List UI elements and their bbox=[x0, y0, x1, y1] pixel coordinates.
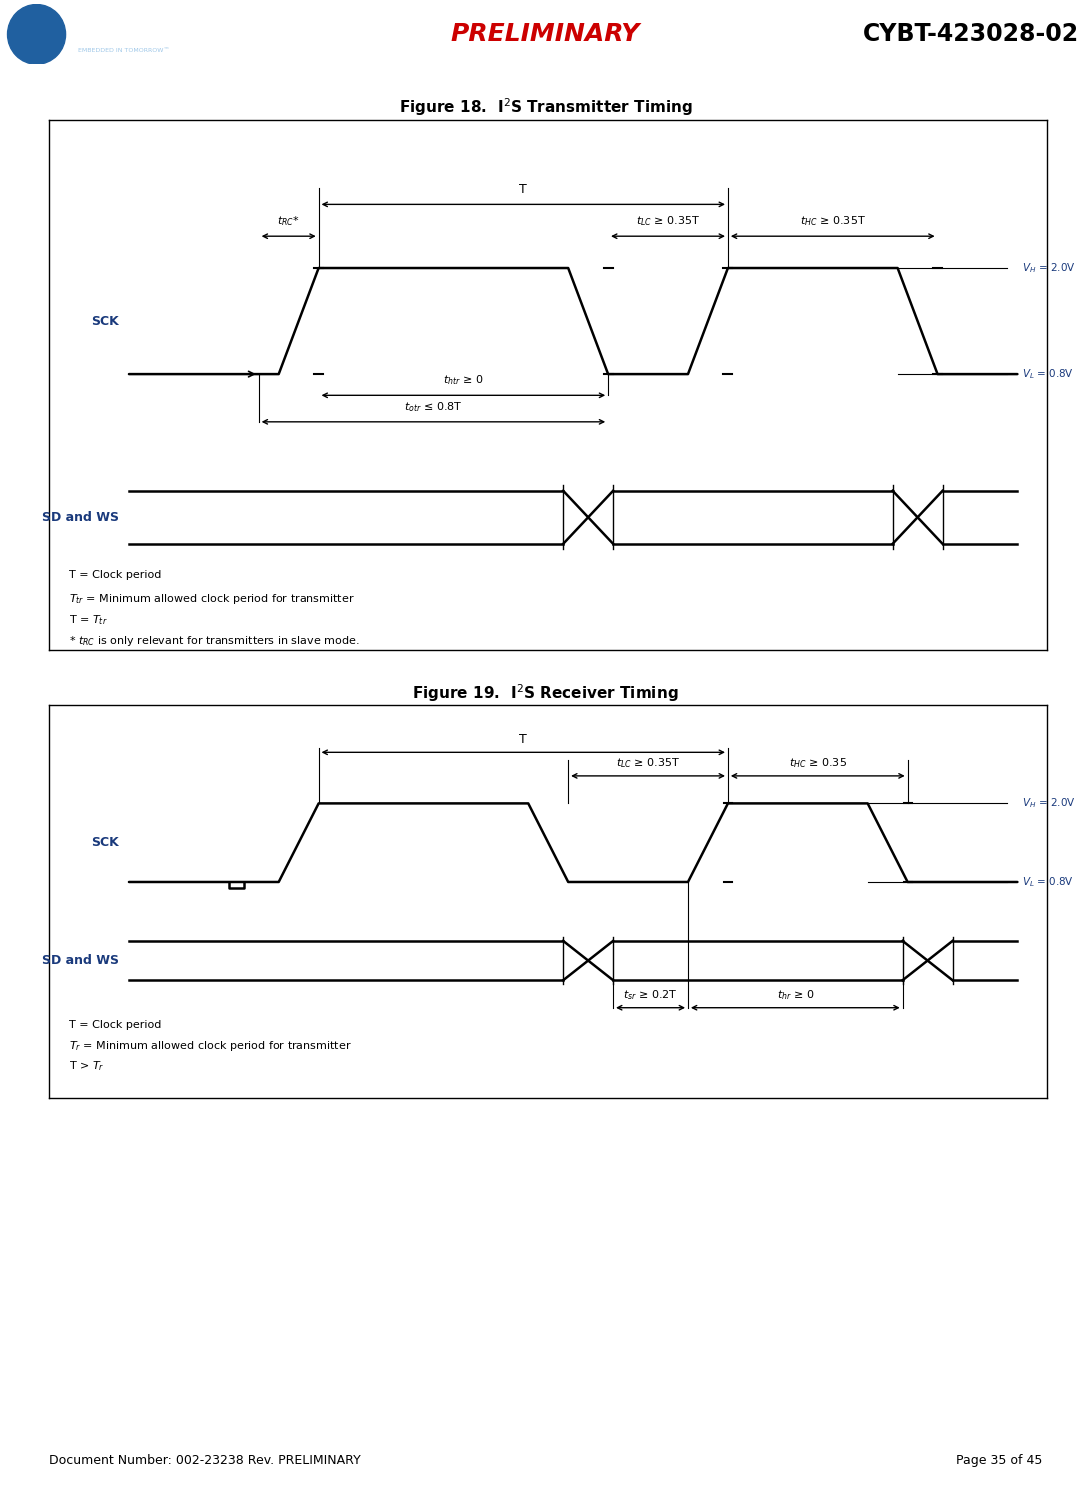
Text: SD and WS: SD and WS bbox=[41, 955, 119, 967]
Text: $V_L$ = 0.8V: $V_L$ = 0.8V bbox=[1022, 368, 1075, 381]
Text: $t_{RC}$*: $t_{RC}$* bbox=[277, 215, 300, 229]
Text: Figure 19.  I$^2$S Receiver Timing: Figure 19. I$^2$S Receiver Timing bbox=[412, 683, 679, 704]
Text: $t_{LC}$ ≥ 0.35T: $t_{LC}$ ≥ 0.35T bbox=[636, 215, 700, 229]
Text: CYBT-423028-02: CYBT-423028-02 bbox=[863, 22, 1079, 46]
Text: T: T bbox=[519, 184, 527, 196]
Text: $V_H$ = 2.0V: $V_H$ = 2.0V bbox=[1022, 796, 1076, 810]
Text: $t_{htr}$ ≥ 0: $t_{htr}$ ≥ 0 bbox=[443, 374, 483, 387]
Text: SCK: SCK bbox=[92, 315, 119, 327]
Text: T: T bbox=[519, 734, 527, 747]
Text: $t_{sr}$ ≥ 0.2T: $t_{sr}$ ≥ 0.2T bbox=[623, 988, 678, 1002]
Text: $t_{LC}$ ≥ 0.35T: $t_{LC}$ ≥ 0.35T bbox=[615, 756, 681, 769]
Text: EMBEDDED IN TOMORROW™: EMBEDDED IN TOMORROW™ bbox=[79, 48, 169, 52]
Text: T = Clock period: T = Clock period bbox=[69, 571, 161, 580]
Text: Figure 18.  I$^2$S Transmitter Timing: Figure 18. I$^2$S Transmitter Timing bbox=[398, 97, 693, 118]
Text: $t_{hr}$ ≥ 0: $t_{hr}$ ≥ 0 bbox=[777, 988, 814, 1002]
Text: $t_{otr}$ ≤ 0.8T: $t_{otr}$ ≤ 0.8T bbox=[405, 400, 463, 414]
Text: Document Number: 002-23238 Rev. PRELIMINARY: Document Number: 002-23238 Rev. PRELIMIN… bbox=[49, 1454, 361, 1467]
Text: SCK: SCK bbox=[92, 837, 119, 849]
Text: CYPRESS: CYPRESS bbox=[79, 15, 148, 30]
Text: Page 35 of 45: Page 35 of 45 bbox=[956, 1454, 1042, 1467]
Text: T = $T_{tr}$: T = $T_{tr}$ bbox=[69, 613, 108, 626]
Text: $V_L$ = 0.8V: $V_L$ = 0.8V bbox=[1022, 875, 1075, 889]
Text: $V_H$ = 2.0V: $V_H$ = 2.0V bbox=[1022, 261, 1076, 275]
Ellipse shape bbox=[8, 4, 65, 64]
Text: T = Clock period: T = Clock period bbox=[69, 1019, 161, 1029]
Text: T > $T_r$: T > $T_r$ bbox=[69, 1059, 105, 1073]
Text: $T_r$ = Minimum allowed clock period for transmitter: $T_r$ = Minimum allowed clock period for… bbox=[69, 1040, 351, 1053]
Text: $T_{tr}$ = Minimum allowed clock period for transmitter: $T_{tr}$ = Minimum allowed clock period … bbox=[69, 592, 355, 605]
Text: * $t_{RC}$ is only relevant for transmitters in slave mode.: * $t_{RC}$ is only relevant for transmit… bbox=[69, 633, 360, 648]
Text: PRELIMINARY: PRELIMINARY bbox=[451, 22, 640, 46]
Text: $t_{HC}$ ≥ 0.35T: $t_{HC}$ ≥ 0.35T bbox=[800, 215, 865, 229]
Text: SD and WS: SD and WS bbox=[41, 511, 119, 524]
Text: $t_{HC}$ ≥ 0.35: $t_{HC}$ ≥ 0.35 bbox=[789, 756, 847, 769]
